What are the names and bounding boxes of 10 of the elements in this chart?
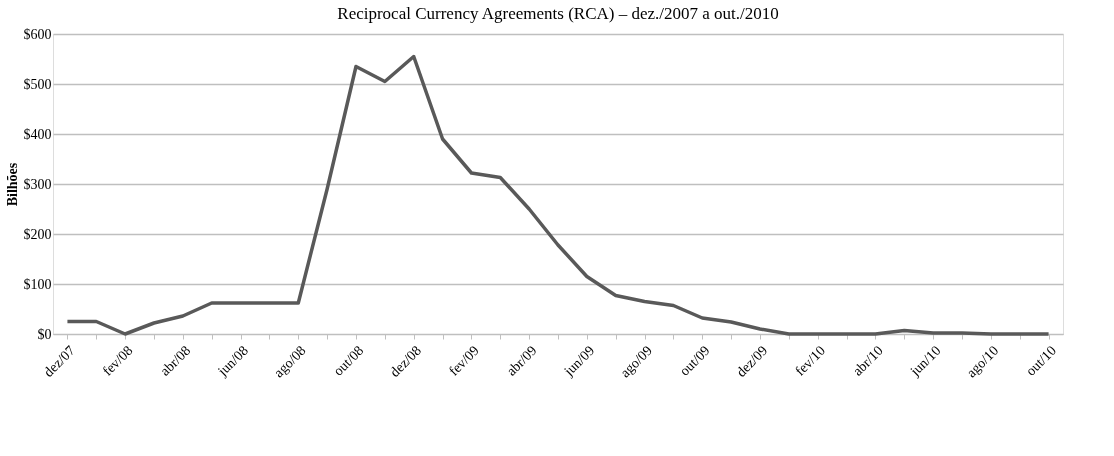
y-tick-label: $400 — [23, 126, 52, 142]
chart-title: Reciprocal Currency Agreements (RCA) – dez./2007 a out./2010 — [337, 4, 779, 23]
y-tick-label: $500 — [23, 76, 52, 92]
line-series — [65, 54, 1051, 336]
y-tick-label: $100 — [23, 276, 52, 292]
y-tick-label: $0 — [37, 326, 52, 342]
y-axis-title: Bilhões — [4, 162, 20, 207]
y-tick-label: $600 — [23, 26, 52, 42]
y-tick-label: $200 — [23, 226, 52, 242]
y-tick-label: $300 — [23, 176, 52, 192]
